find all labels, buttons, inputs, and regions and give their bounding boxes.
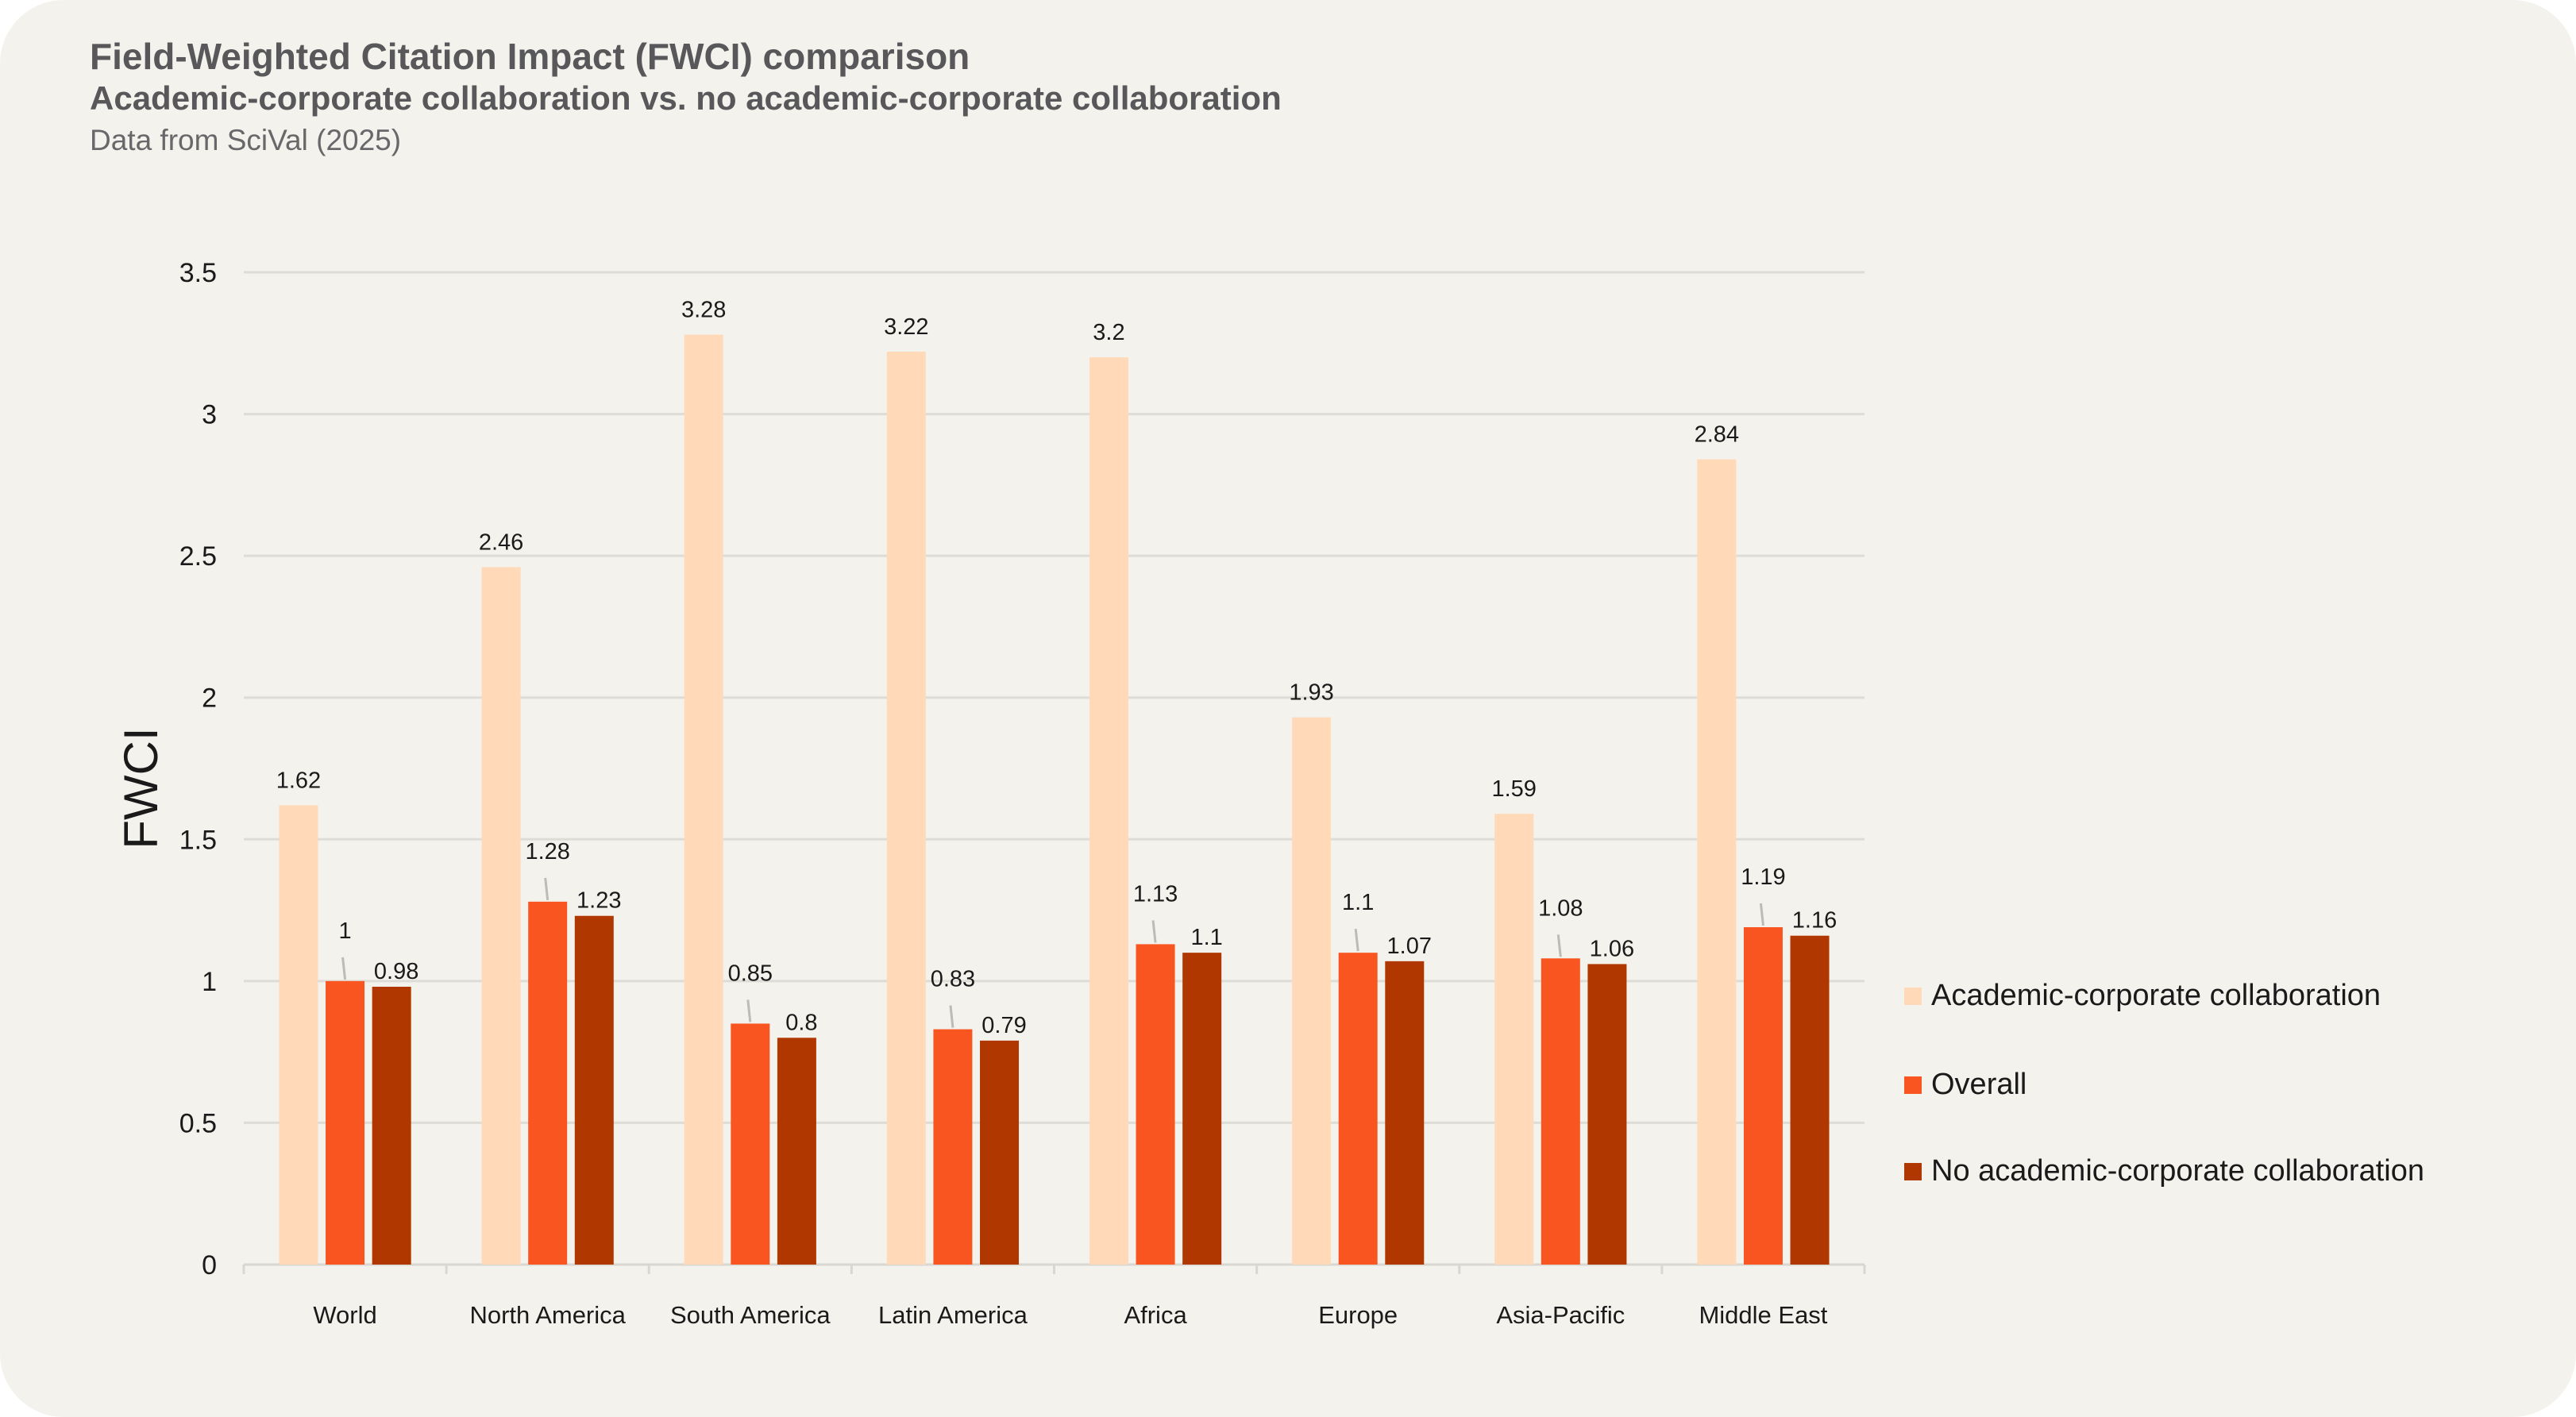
bar-1 xyxy=(1338,953,1378,1265)
y-tick-label: 1.5 xyxy=(179,825,217,855)
bar-2 xyxy=(980,1040,1020,1265)
leader-line xyxy=(949,1005,954,1028)
legend-label: Academic-corporate collaboration xyxy=(1931,979,2381,1012)
x-tick-label: North America xyxy=(469,1301,626,1329)
x-tick-label: World xyxy=(313,1301,376,1329)
bar-1 xyxy=(731,1023,770,1265)
bar-1 xyxy=(326,980,365,1265)
x-tick-label: Middle East xyxy=(1699,1301,1827,1329)
data-label: 1.06 xyxy=(1590,936,1634,961)
x-tick-label: South America xyxy=(670,1301,831,1329)
data-label: 2.84 xyxy=(1695,422,1739,448)
data-label: 0.79 xyxy=(981,1013,1026,1038)
data-label: 1.13 xyxy=(1133,881,1178,907)
leader-line xyxy=(1151,920,1157,943)
data-label: 1.07 xyxy=(1387,934,1432,959)
data-label: 1.1 xyxy=(1342,890,1374,915)
leader-line xyxy=(341,957,347,980)
data-label: 1.59 xyxy=(1491,776,1536,802)
y-tick-label: 3.5 xyxy=(179,258,217,288)
legend-label: Overall xyxy=(1931,1068,2027,1101)
bar-1 xyxy=(933,1029,973,1265)
y-tick-label: 2.5 xyxy=(179,541,217,572)
y-axis-label: FWCI xyxy=(114,727,168,849)
leader-line xyxy=(746,999,752,1022)
bar-0 xyxy=(1089,357,1128,1265)
bar-2 xyxy=(372,987,411,1265)
data-label: 1.1 xyxy=(1190,925,1222,950)
bar-0 xyxy=(1697,459,1737,1265)
data-label: 1.28 xyxy=(525,839,569,864)
x-tick-label: Latin America xyxy=(878,1301,1028,1329)
chart-title: Field-Weighted Citation Impact (FWCI) co… xyxy=(90,36,970,77)
data-label: 1.93 xyxy=(1289,680,1333,706)
bar-2 xyxy=(1385,961,1425,1265)
data-label: 1 xyxy=(338,918,351,944)
x-tick-label: Europe xyxy=(1318,1301,1398,1329)
bar-1 xyxy=(1136,944,1175,1265)
bar-1 xyxy=(1541,958,1580,1265)
leader-line xyxy=(1556,934,1562,957)
bar-0 xyxy=(886,352,926,1265)
x-tick-label: Africa xyxy=(1124,1301,1187,1329)
bar-1 xyxy=(1743,927,1783,1265)
bar-2 xyxy=(574,915,614,1265)
data-label: 0.85 xyxy=(728,961,773,986)
data-label: 3.2 xyxy=(1093,320,1124,345)
leader-line xyxy=(544,877,550,901)
y-tick-label: 1 xyxy=(202,967,217,997)
bar-2 xyxy=(1587,964,1627,1265)
bar-2 xyxy=(777,1038,816,1265)
bar-0 xyxy=(684,334,723,1265)
chart-subtitle: Academic-corporate collaboration vs. no … xyxy=(90,79,1282,117)
bar-2 xyxy=(1182,953,1222,1265)
y-tick-label: 0.5 xyxy=(179,1108,217,1138)
data-label: 0.98 xyxy=(374,959,418,984)
bar-0 xyxy=(279,805,318,1265)
leader-line xyxy=(1759,903,1764,926)
data-label: 1.16 xyxy=(1792,908,1837,934)
bar-0 xyxy=(1494,814,1534,1265)
data-label: 0.83 xyxy=(931,967,975,992)
legend-swatch xyxy=(1904,1076,1922,1094)
legend-item: Academic-corporate collaboration xyxy=(1904,979,2381,1013)
legend-label: No academic-corporate collaboration xyxy=(1931,1154,2424,1188)
y-tick-label: 2 xyxy=(202,683,217,714)
bar-1 xyxy=(528,901,568,1265)
data-label: 1.62 xyxy=(276,768,321,793)
legend-item: Overall xyxy=(1904,1068,2026,1102)
legend-item: No academic-corporate collaboration xyxy=(1904,1154,2424,1188)
y-tick-label: 0 xyxy=(202,1250,217,1280)
data-label: 0.8 xyxy=(785,1010,817,1035)
bar-0 xyxy=(481,567,521,1265)
legend-swatch xyxy=(1904,987,1922,1005)
data-label: 3.22 xyxy=(884,314,928,340)
data-label: 1.08 xyxy=(1538,895,1583,921)
x-tick-label: Asia-Pacific xyxy=(1496,1301,1625,1329)
chart-source: Data from SciVal (2025) xyxy=(90,124,402,156)
data-label: 1.19 xyxy=(1741,864,1785,890)
data-label: 3.28 xyxy=(681,298,726,323)
legend-swatch xyxy=(1904,1162,1922,1180)
leader-line xyxy=(1354,928,1359,952)
data-label: 1.23 xyxy=(577,888,621,914)
bar-2 xyxy=(1790,935,1830,1265)
y-tick-label: 3 xyxy=(202,400,217,430)
bar-0 xyxy=(1292,717,1332,1265)
data-label: 2.46 xyxy=(479,529,523,555)
